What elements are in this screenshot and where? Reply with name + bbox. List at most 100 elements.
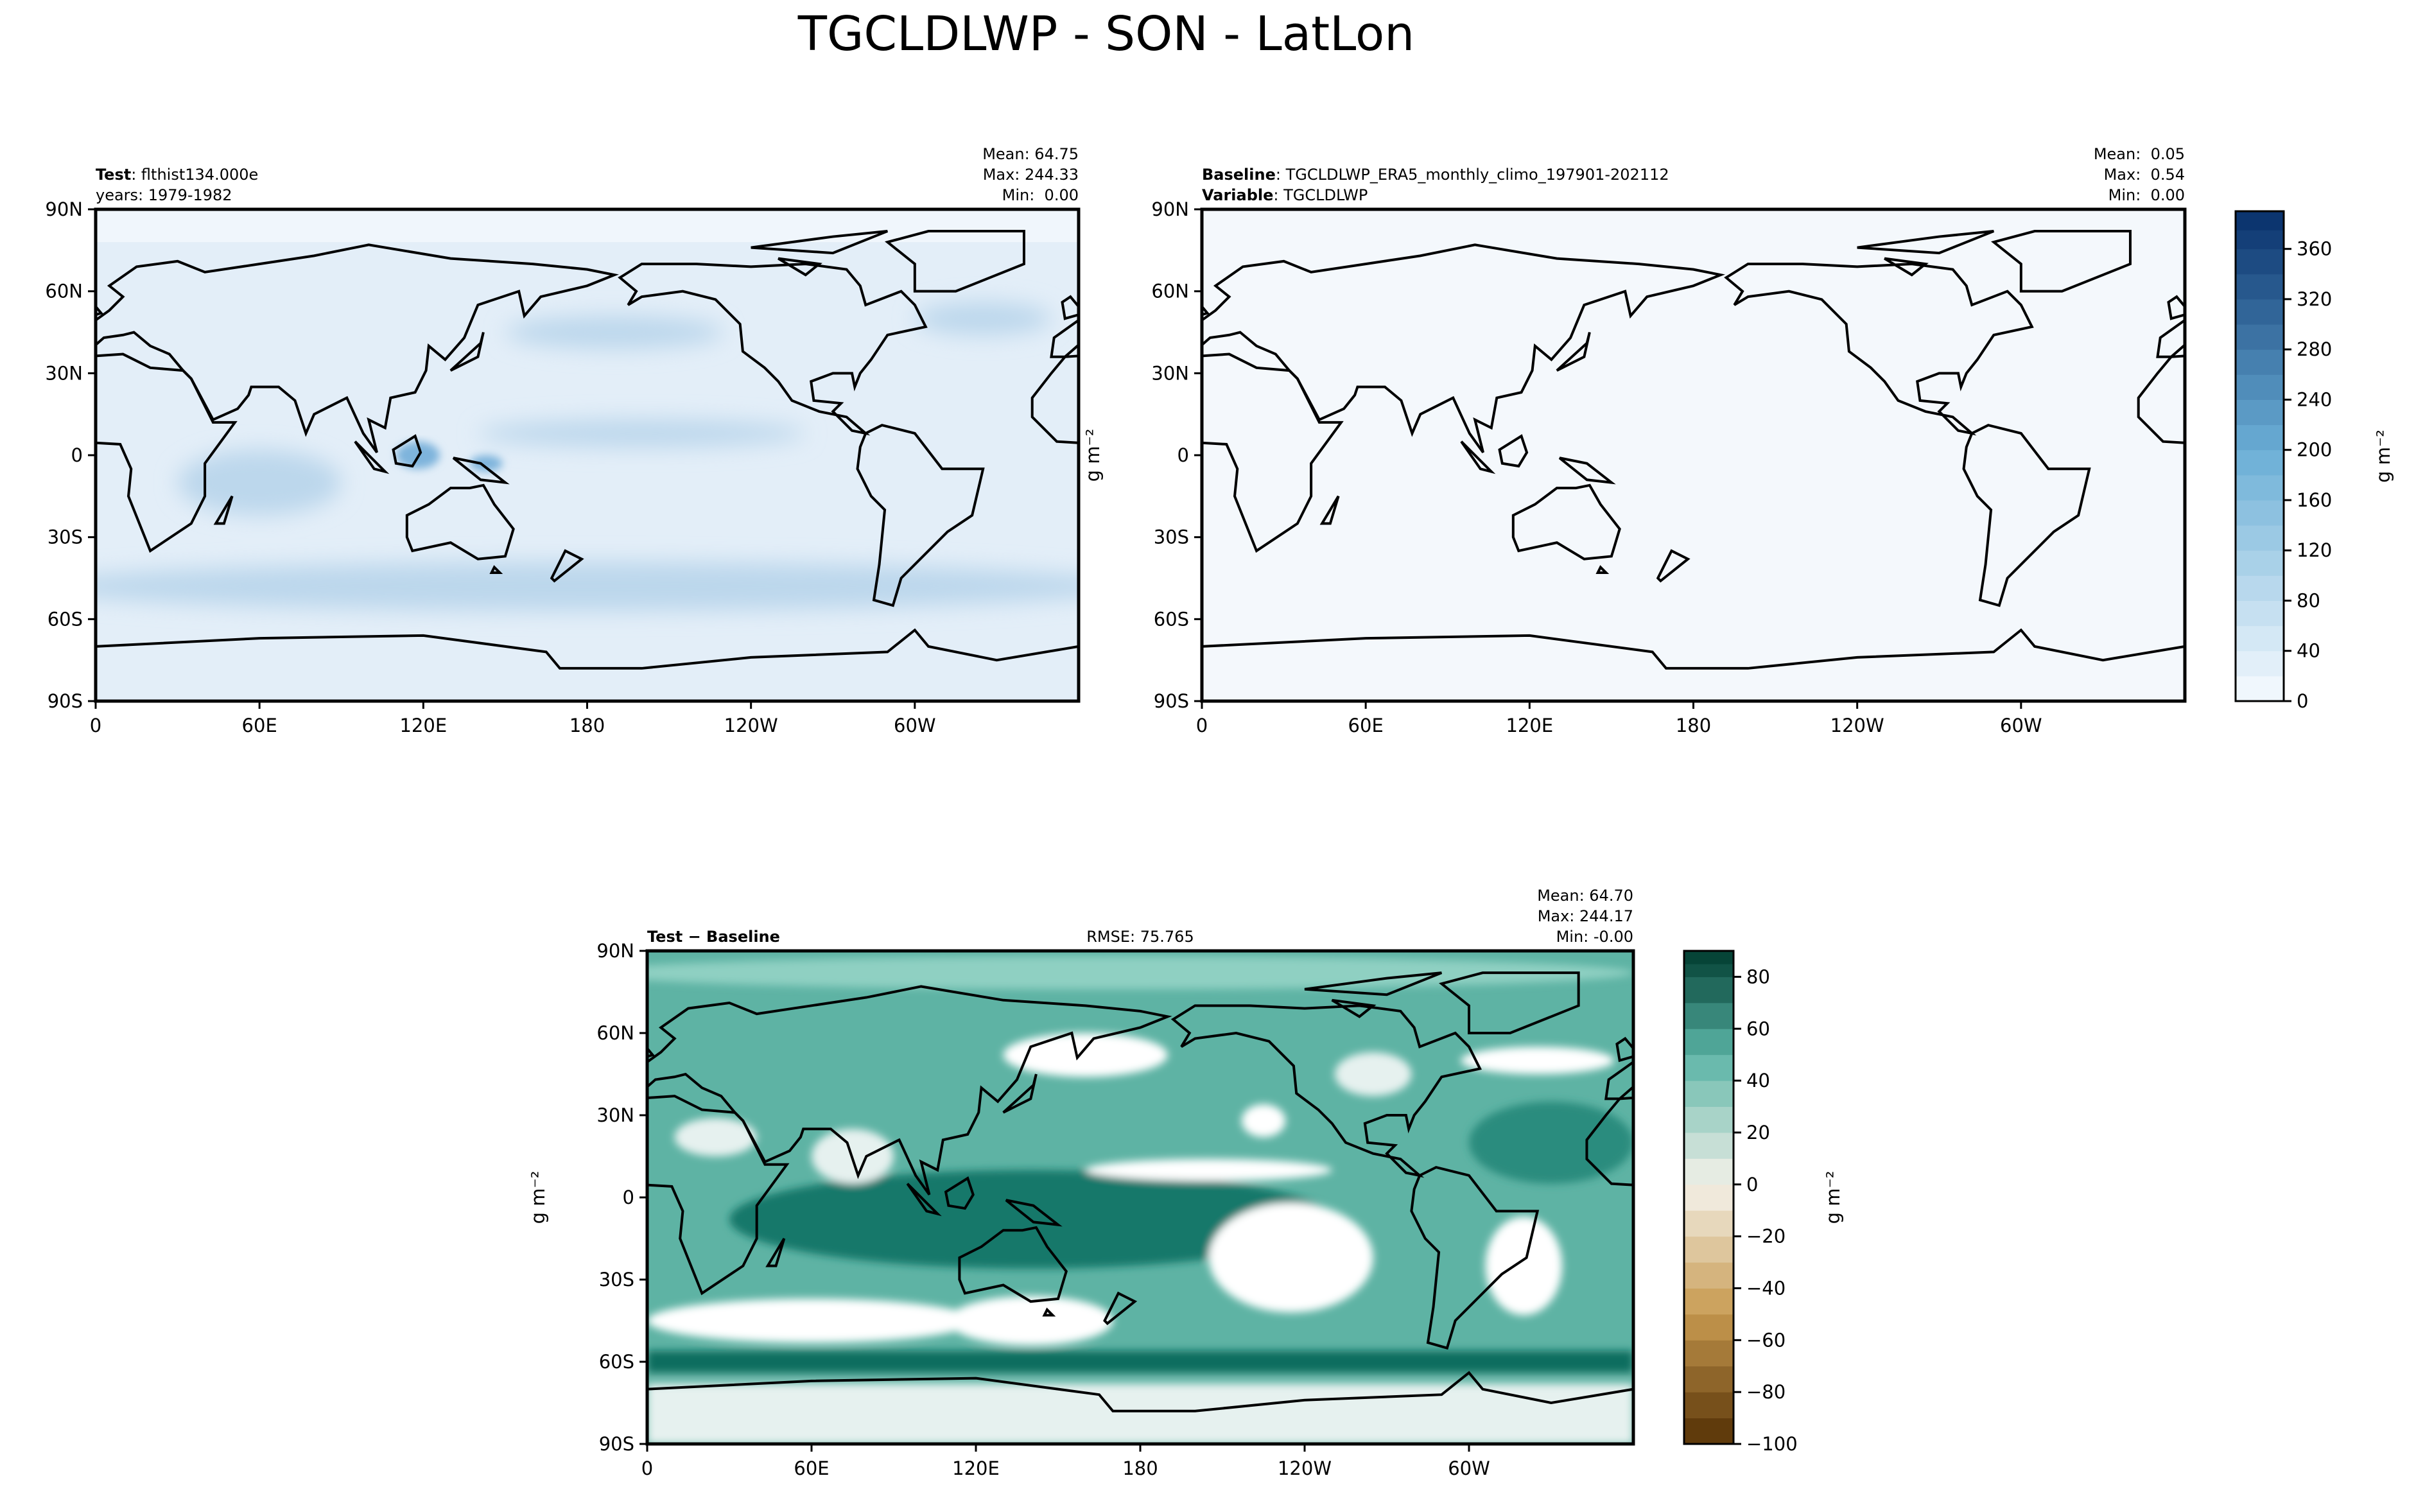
y-tick-label: 30N: [1151, 362, 1189, 384]
colorbar-band: [1684, 1029, 1734, 1056]
x-tick-label: 120E: [399, 715, 447, 736]
colorbar-band: [1684, 1340, 1734, 1367]
colorbar-band: [1684, 977, 1734, 1004]
colorbar-band: [1684, 1184, 1734, 1211]
y-tick-label: 90N: [45, 198, 83, 220]
panel-stat: Min: 0.00: [1002, 186, 1079, 204]
colorbar-tick-label: 320: [2297, 288, 2332, 310]
x-tick-label: 180: [1676, 715, 1711, 736]
colorbar-band: [1684, 951, 1734, 964]
y-axis-label: g m⁻²: [1082, 429, 1104, 482]
colorbar-tick-label: 40: [1746, 1070, 1770, 1091]
header-key: Variable: [1202, 186, 1273, 204]
panel-stat: Min: -0.00: [1556, 928, 1633, 946]
y-tick-label: 90S: [48, 690, 83, 712]
colorbar-band: [2236, 650, 2284, 677]
colorbar-band: [2236, 374, 2284, 400]
colorbar-band: [2236, 424, 2284, 451]
colorbar-band: [1684, 1392, 1734, 1419]
colorbar-label: g m⁻²: [2372, 430, 2394, 483]
map-panel: 90S 60S 30S 0 30N 60N 90N 0 60E 120E 180 120W 60W Bas…: [1082, 145, 2394, 736]
y-tick-label: 60N: [45, 281, 83, 302]
x-tick-label: 120E: [1506, 715, 1553, 736]
colorbar-tick-label: 0: [1746, 1174, 1758, 1195]
colorbar-band: [2236, 500, 2284, 526]
x-tick-label: 180: [569, 715, 605, 736]
y-tick-label: 30N: [596, 1104, 634, 1126]
colorbar-band: [2236, 449, 2284, 476]
colorbar-frame: [2234, 210, 2285, 702]
y-tick-label: 60S: [48, 608, 83, 630]
colorbar-band: [2236, 211, 2284, 230]
colorbar-band: [1684, 1236, 1734, 1263]
x-tick-label: 60W: [1448, 1457, 1490, 1479]
panel-header: Variable: TGCLDLWP: [1202, 186, 1368, 204]
x-tick-label: 0: [1196, 715, 1208, 736]
colorbar-band: [2236, 675, 2284, 702]
x-tick-label: 180: [1122, 1457, 1158, 1479]
map-layers: [1202, 209, 2185, 701]
y-tick-label: 60S: [599, 1351, 634, 1373]
panel-stat: Max: 244.33: [983, 166, 1079, 184]
colorbar-band: [2236, 550, 2284, 576]
y-tick-label: 90N: [1151, 198, 1189, 220]
colorbar-tick-label: 160: [2297, 489, 2332, 511]
y-tick-label: 60N: [1151, 281, 1189, 302]
colorbar-band: [2236, 600, 2284, 627]
colorbar-band: [2236, 248, 2284, 275]
y-tick-label: 90N: [596, 940, 634, 962]
colorbar-band: [2236, 399, 2284, 426]
map-layers: [455, 951, 2416, 1444]
x-tick-label: 60E: [1348, 715, 1384, 736]
panel-stat: Mean: 0.05: [2094, 145, 2185, 163]
y-tick-label: 30N: [45, 362, 83, 384]
y-tick-label: 0: [623, 1186, 634, 1208]
panel-stat: Max: 244.17: [1538, 907, 1633, 925]
colorbar-band: [1684, 1132, 1734, 1159]
map-field: [41, 209, 1133, 701]
panel-stat: Max: 0.54: [2104, 166, 2185, 184]
y-tick-label: 90S: [1154, 690, 1189, 712]
colorbar-tick-label: 80: [2297, 589, 2320, 611]
panel-note: RMSE: 75.765: [1086, 928, 1194, 946]
colorbar-band: [2236, 525, 2284, 551]
y-tick-label: 30S: [1154, 526, 1189, 548]
panel-header: Baseline: TGCLDLWP_ERA5_monthly_climo_19…: [1202, 166, 1669, 184]
header-key: Baseline: [1202, 166, 1276, 184]
x-tick-label: 60E: [242, 715, 277, 736]
colorbar-tick-label: 60: [1746, 1018, 1770, 1039]
colorbar-tick-label: 20: [1746, 1122, 1770, 1143]
colorbar-band: [2236, 349, 2284, 375]
colorbar-tick-label: −40: [1746, 1277, 1786, 1299]
header-text: : TGCLDLWP_ERA5_monthly_climo_197901-202…: [1276, 166, 1669, 184]
panel-stat: Mean: 64.75: [982, 145, 1079, 163]
figure-title: TGCLDLWP - SON - LatLon: [797, 6, 1414, 62]
y-tick-label: 0: [1178, 444, 1189, 466]
x-tick-label: 0: [90, 715, 101, 736]
colorbar-tick-label: 40: [2297, 640, 2320, 662]
colorbar-band: [2236, 324, 2284, 350]
y-tick-label: 60N: [596, 1022, 634, 1044]
colorbar-band: [1684, 1158, 1734, 1185]
x-tick-label: 120W: [724, 715, 778, 736]
colorbar-tick-label: −100: [1746, 1433, 1798, 1455]
header-key: Test − Baseline: [647, 928, 780, 946]
colorbar-band: [2236, 575, 2284, 601]
colorbar-band: [1684, 1366, 1734, 1393]
colorbar-band: [1684, 1081, 1734, 1108]
x-tick-label: 60E: [794, 1457, 829, 1479]
colorbar-band: [1684, 1314, 1734, 1341]
colorbar-band: [1684, 1262, 1734, 1289]
header-text: : flthist134.000e: [131, 166, 258, 184]
colorbar-tick-label: 120: [2297, 539, 2332, 561]
map-panel: 90S 60S 30S 0 30N 60N 90N 0 60E 120E 180 120W 60W Tes…: [41, 145, 1133, 736]
header-text: : TGCLDLWP: [1273, 186, 1368, 204]
colorbar-tick-label: −80: [1746, 1381, 1786, 1403]
x-tick-label: 0: [641, 1457, 653, 1479]
colorbar-tick-label: −20: [1746, 1226, 1786, 1247]
colorbar-tick-label: 200: [2297, 439, 2332, 461]
x-tick-label: 120W: [1830, 715, 1884, 736]
colorbar-band: [1684, 1106, 1734, 1133]
colorbar-band: [2236, 274, 2284, 300]
